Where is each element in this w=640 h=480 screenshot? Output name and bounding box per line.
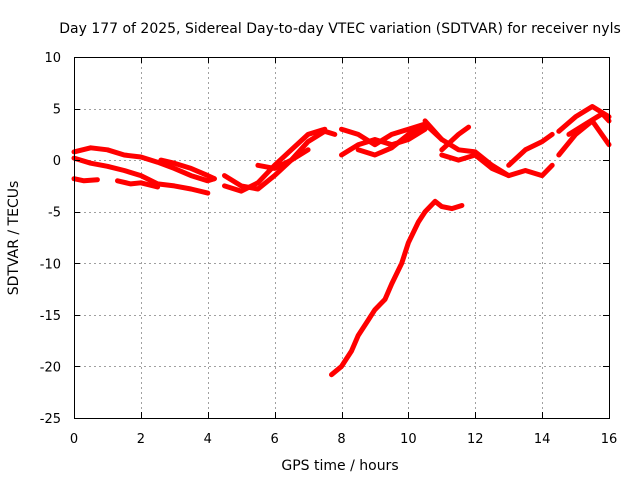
y-tick-label: -10 [40, 257, 61, 272]
series-line-track-14 [439, 152, 512, 179]
series-line-track-11 [355, 121, 428, 158]
series-line-track-2 [71, 155, 211, 196]
y-tick-label: 10 [44, 51, 61, 66]
series-line-track-15 [506, 131, 555, 168]
series-line-track-13 [439, 124, 472, 153]
series-line-track-7 [222, 126, 328, 194]
series-line-track-4 [158, 157, 217, 182]
x-axis-label: GPS time / hours [281, 458, 398, 474]
y-tick-label: -20 [40, 360, 61, 375]
series-line-track-9 [339, 121, 445, 148]
series-line-track-8 [255, 147, 311, 171]
x-tick-label: 0 [70, 432, 78, 447]
x-tick-label: 8 [337, 432, 345, 447]
y-tick-label: 5 [53, 103, 61, 118]
y-tick-label: -25 [40, 412, 61, 427]
y-axis-label: SDTVAR / TECUs [6, 181, 22, 296]
chart-title: Day 177 of 2025, Sidereal Day-to-day VTE… [59, 21, 621, 37]
series-line-track-6 [222, 128, 338, 192]
y-tick-label: -15 [40, 309, 61, 324]
series-line-track-10 [339, 126, 428, 158]
x-tick-label: 10 [400, 432, 417, 447]
series-line-track-18 [566, 111, 612, 137]
series-line-track-1 [71, 145, 217, 184]
series-line-track-5 [115, 178, 161, 190]
ticks [74, 57, 610, 419]
y-tick-label: -5 [48, 206, 61, 221]
x-tick-labels: 0 2 4 6 8 10 12 14 16 [70, 432, 617, 447]
x-tick-label: 16 [601, 432, 618, 447]
x-tick-label: 2 [137, 432, 145, 447]
x-tick-label: 14 [534, 432, 551, 447]
series-line-track-19 [329, 198, 465, 378]
x-tick-label: 4 [204, 432, 212, 447]
series-line-track-16 [556, 104, 612, 134]
y-tick-label: 0 [53, 154, 61, 169]
x-tick-label: 12 [467, 432, 484, 447]
series-group [71, 104, 612, 378]
x-tick-label: 6 [270, 432, 278, 447]
y-tick-labels: -25 -20 -15 -10 -5 0 5 10 [40, 51, 61, 427]
series-line-track-3 [71, 176, 100, 184]
